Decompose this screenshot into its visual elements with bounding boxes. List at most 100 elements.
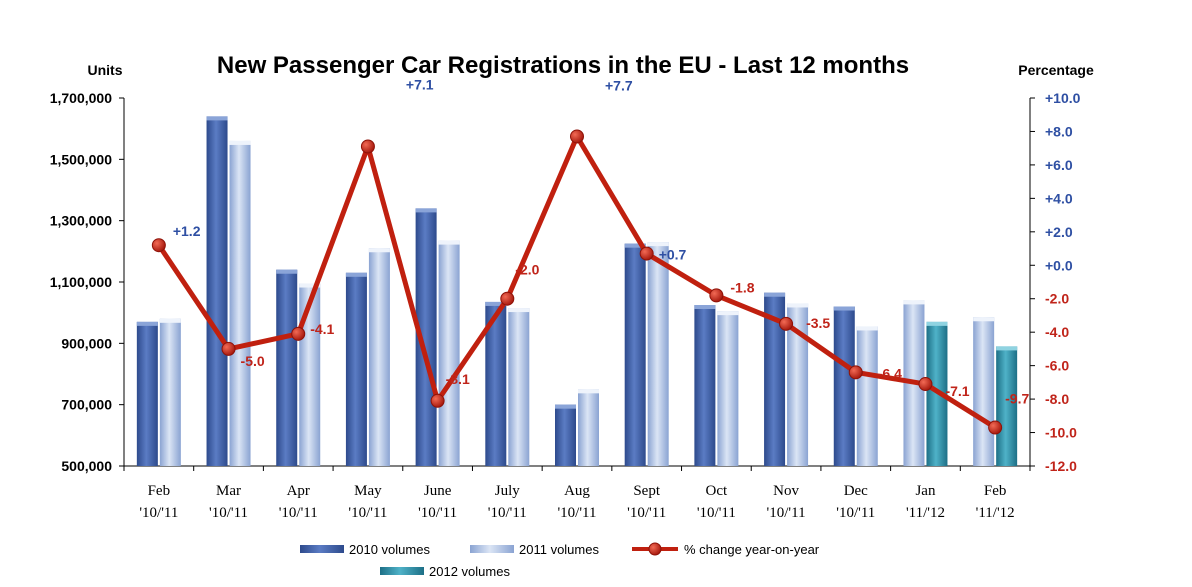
- legend-swatch-2011-volumes: [470, 545, 514, 553]
- data-label: +1.2: [173, 223, 201, 239]
- category-labels: Feb '10/'11 Mar '10/'11 Apr '10/'11 May '10/'11…: [139, 483, 1014, 521]
- y-right-tick-label: -10.0: [1045, 425, 1077, 441]
- data-label: -6.4: [878, 365, 902, 381]
- bar-2010-volumes: [485, 301, 507, 466]
- bar-2010-volumes: [345, 272, 367, 466]
- data-label: +0.7: [659, 247, 687, 263]
- data-label: -1.8: [730, 279, 754, 295]
- bar-cap: [136, 321, 158, 326]
- bar-cap: [415, 208, 437, 213]
- y-right-tick-label: -6.0: [1045, 358, 1069, 374]
- x-tick-label: '11/'12: [976, 505, 1015, 521]
- y-right-tick-label: -8.0: [1045, 391, 1069, 407]
- y-left-tick-label: 1,300,000: [50, 213, 112, 229]
- bar-cap: [996, 346, 1018, 351]
- bar-2011-volumes: [647, 242, 669, 466]
- x-tick-label: Mar: [216, 483, 241, 499]
- bar-2010-volumes: [833, 306, 855, 466]
- bar-cap: [764, 292, 786, 297]
- x-tick-label: '10/'11: [418, 505, 457, 521]
- data-label: -5.0: [241, 353, 265, 369]
- y-right-tick-label: +4.0: [1045, 190, 1073, 206]
- bar-cap: [717, 311, 739, 316]
- bar-cap: [578, 389, 599, 394]
- data-label: +7.7: [605, 77, 633, 93]
- data-label: -4.1: [310, 321, 334, 337]
- x-tick-label: Nov: [773, 483, 799, 499]
- x-tick-label: '10/'11: [139, 505, 178, 521]
- y-left-tick-label: 500,000: [61, 458, 112, 474]
- legend-label-2011-volumes: 2011 volumes: [519, 542, 599, 557]
- y-right-tick-label: -2.0: [1045, 291, 1069, 307]
- x-tick-label: '10/'11: [557, 505, 596, 521]
- x-tick-label: Sept: [633, 483, 661, 499]
- bar-cap: [973, 317, 995, 322]
- bar-2010-volumes: [764, 292, 786, 466]
- bar-cap: [206, 116, 228, 121]
- bar-2010-volumes: [206, 116, 228, 467]
- bar-cap: [787, 303, 809, 308]
- bar-cap: [647, 242, 669, 247]
- x-tick-label: July: [495, 483, 521, 499]
- legend-swatch-marker: [648, 542, 662, 556]
- y-left-tick-label: 1,700,000: [50, 90, 112, 106]
- pct-change-point: [779, 316, 794, 331]
- x-tick-label: Aug: [564, 483, 590, 499]
- bar-cap: [485, 301, 507, 306]
- pct-change-point: [988, 420, 1003, 435]
- y-left-tick-label: 1,100,000: [50, 274, 112, 290]
- x-tick-label: Apr: [287, 483, 310, 499]
- bar-2011-volumes: [717, 311, 739, 466]
- bar-cap: [694, 305, 716, 309]
- bar-cap: [159, 318, 181, 323]
- line-series: [151, 129, 1003, 435]
- bar-cap: [555, 404, 576, 409]
- pct-change-point: [500, 291, 515, 306]
- legend-label-2010-volumes: 2010 volumes: [349, 542, 430, 557]
- pct-change-point: [709, 288, 724, 303]
- bar-2011-volumes: [229, 140, 251, 466]
- bar-2011-volumes: [299, 283, 321, 466]
- legend-label-2012-volumes: 2012 volumes: [429, 564, 510, 579]
- bar-cap: [299, 283, 321, 288]
- x-tick-label: '10/'11: [697, 505, 736, 521]
- x-tick-label: '10/'11: [209, 505, 248, 521]
- legend-label--change-year-on-year: % change year-on-year: [684, 542, 820, 557]
- bar-cap: [508, 308, 530, 313]
- bar-cap: [276, 269, 298, 274]
- axes: 500,000 700,000 900,000 1,100,000 1,300,000 1…: [50, 90, 1081, 474]
- bar-2010-volumes: [136, 321, 158, 466]
- pct-change-point: [151, 238, 166, 253]
- bar-2011-volumes: [159, 318, 181, 466]
- bar-cap: [833, 306, 855, 311]
- bar-2011-volumes: [578, 389, 599, 466]
- legend-swatch-2012-volumes: [380, 567, 424, 575]
- x-tick-label: Jan: [915, 483, 935, 499]
- bar-cap: [903, 300, 925, 305]
- chart-title: New Passenger Car Registrations in the E…: [217, 52, 909, 79]
- bar-2012-volumes: [996, 346, 1018, 466]
- x-tick-label: May: [354, 483, 382, 499]
- bar-cap: [438, 240, 460, 245]
- bar-2011-volumes: [368, 248, 390, 466]
- pct-change-point: [848, 365, 863, 380]
- y-left-axis-title: Units: [88, 62, 123, 78]
- bar-cap: [624, 243, 646, 248]
- x-tick-label: '10/'11: [767, 505, 806, 521]
- pct-change-point: [221, 341, 236, 356]
- y-left-tick-label: 1,500,000: [50, 151, 112, 167]
- legend: 2010 volumes 2011 volumes % change year-on…: [300, 542, 820, 579]
- bars: [136, 116, 1018, 467]
- pct-change-point: [291, 326, 306, 341]
- data-label: +7.1: [406, 77, 434, 93]
- pct-change-point: [430, 393, 445, 408]
- bar-cap: [368, 248, 390, 253]
- pct-change-point: [918, 377, 933, 392]
- bar-2011-volumes: [508, 308, 530, 466]
- pct-change-point: [570, 129, 584, 144]
- y-right-tick-label: +10.0: [1045, 90, 1081, 106]
- y-right-tick-label: -4.0: [1045, 324, 1069, 340]
- y-left-tick-label: 700,000: [61, 397, 112, 413]
- data-label: -3.5: [806, 315, 830, 331]
